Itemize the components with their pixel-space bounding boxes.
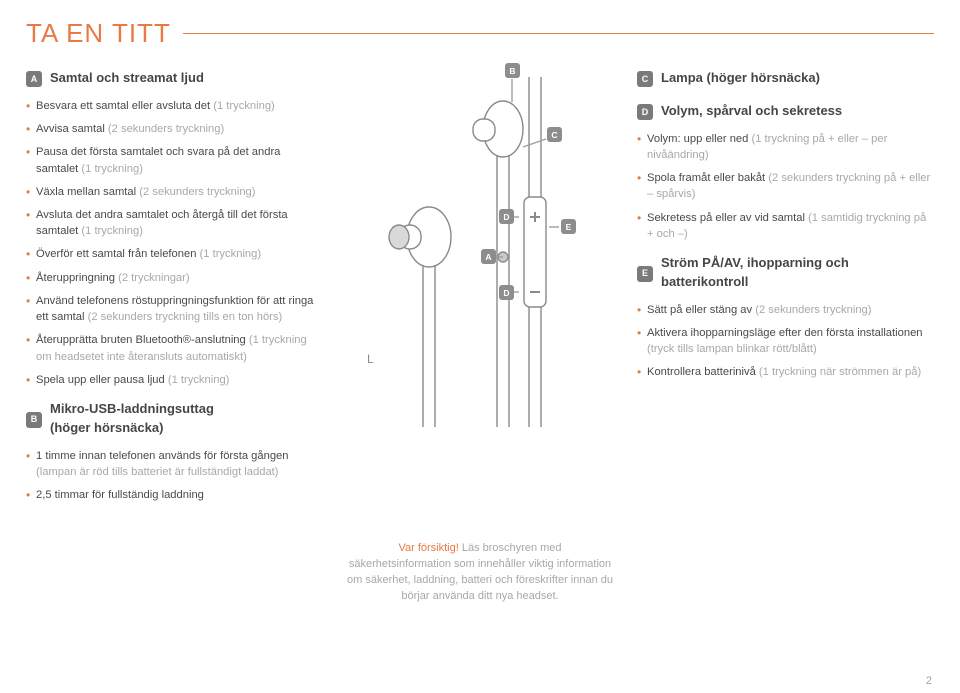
list-item: Växla mellan samtal (2 sekunders tryckni…	[26, 184, 323, 200]
main-columns: A Samtal och streamat ljud Besvara ett s…	[26, 67, 934, 605]
badge-e: E	[637, 266, 653, 282]
marker-d-bot: D	[499, 285, 514, 300]
title-rule	[183, 33, 934, 34]
section-c-head: C Lampa (höger hörsnäcka)	[637, 67, 934, 92]
caution-body: Läs broschyren med säkerhetsinformation …	[347, 542, 613, 602]
section-b-title-2: (höger hörsnäcka)	[50, 419, 214, 438]
marker-b: B	[505, 63, 520, 78]
title-row: TA EN TITT	[26, 18, 934, 49]
marker-e: E	[561, 219, 576, 234]
section-e-title-2: batterikontroll	[661, 273, 849, 292]
earbud-l-label: L	[367, 352, 374, 366]
section-e-list: Sätt på eller stäng av (2 sekunders tryc…	[637, 302, 934, 381]
badge-d: D	[637, 104, 653, 120]
list-item: Sätt på eller stäng av (2 sekunders tryc…	[637, 302, 934, 318]
list-item: Använd telefonens röstuppringningsfunkti…	[26, 293, 323, 325]
caution-text: Var försiktig! Läs broschyren med säkerh…	[341, 541, 619, 605]
list-item: Avsluta det andra samtalet och återgå ti…	[26, 207, 323, 239]
section-b: B Mikro-USB-laddningsuttag (höger hörsnä…	[26, 398, 323, 503]
marker-c: C	[547, 127, 562, 142]
section-a-head: A Samtal och streamat ljud	[26, 67, 323, 92]
right-column: C Lampa (höger hörsnäcka) D Volym, spårv…	[637, 67, 934, 605]
page-number: 2	[926, 675, 932, 687]
section-a-title: Samtal och streamat ljud	[50, 69, 204, 88]
list-item: Volym: upp eller ned (1 tryckning på + e…	[637, 131, 934, 163]
section-b-head: B Mikro-USB-laddningsuttag (höger hörsnä…	[26, 398, 323, 442]
marker-d-top: D	[499, 209, 514, 224]
section-c-title: Lampa (höger hörsnäcka)	[661, 69, 820, 88]
section-a-list: Besvara ett samtal eller avsluta det (1 …	[26, 98, 323, 388]
list-item: Kontrollera batterinivå (1 tryckning när…	[637, 364, 934, 380]
section-d-list: Volym: upp eller ned (1 tryckning på + e…	[637, 131, 934, 242]
list-item: Överför ett samtal från telefonen (1 try…	[26, 246, 323, 262]
earbud-svg	[341, 67, 619, 427]
list-item: 1 timme innan telefonen används för förs…	[26, 448, 323, 480]
list-item: 2,5 timmar för fullständig laddning	[26, 487, 323, 503]
caution-lead: Var försiktig!	[398, 542, 458, 554]
list-item: Sekretess på eller av vid samtal (1 samt…	[637, 210, 934, 242]
list-item: Återuppringning (2 tryckningar)	[26, 270, 323, 286]
section-b-list: 1 timme innan telefonen används för förs…	[26, 448, 323, 504]
list-item: Besvara ett samtal eller avsluta det (1 …	[26, 98, 323, 114]
page-title: TA EN TITT	[26, 18, 183, 49]
section-d-title: Volym, spårval och sekretess	[661, 102, 842, 121]
list-item: Spela upp eller pausa ljud (1 tryckning)	[26, 372, 323, 388]
section-b-title-1: Mikro-USB-laddningsuttag	[50, 400, 214, 419]
list-item: Aktivera ihopparningsläge efter den förs…	[637, 325, 934, 357]
badge-c: C	[637, 71, 653, 87]
list-item: Återupprätta bruten Bluetooth®-anslutnin…	[26, 332, 323, 364]
list-item: Spola framåt eller bakåt (2 sekunders tr…	[637, 170, 934, 202]
section-d-head: D Volym, spårval och sekretess	[637, 100, 934, 125]
section-e-title-1: Ström PÅ/AV, ihopparning och	[661, 254, 849, 273]
badge-b: B	[26, 412, 42, 428]
section-e-head: E Ström PÅ/AV, ihopparning och batteriko…	[637, 252, 934, 296]
list-item: Pausa det första samtalet och svara på d…	[26, 144, 323, 176]
badge-a: A	[26, 71, 42, 87]
earbud-diagram: L B C D E A D	[341, 67, 619, 427]
marker-a: A	[481, 249, 496, 264]
middle-column: L B C D E A D Var försiktig! Läs broschy…	[341, 67, 619, 605]
list-item: Avvisa samtal (2 sekunders tryckning)	[26, 121, 323, 137]
left-column: A Samtal och streamat ljud Besvara ett s…	[26, 67, 323, 605]
